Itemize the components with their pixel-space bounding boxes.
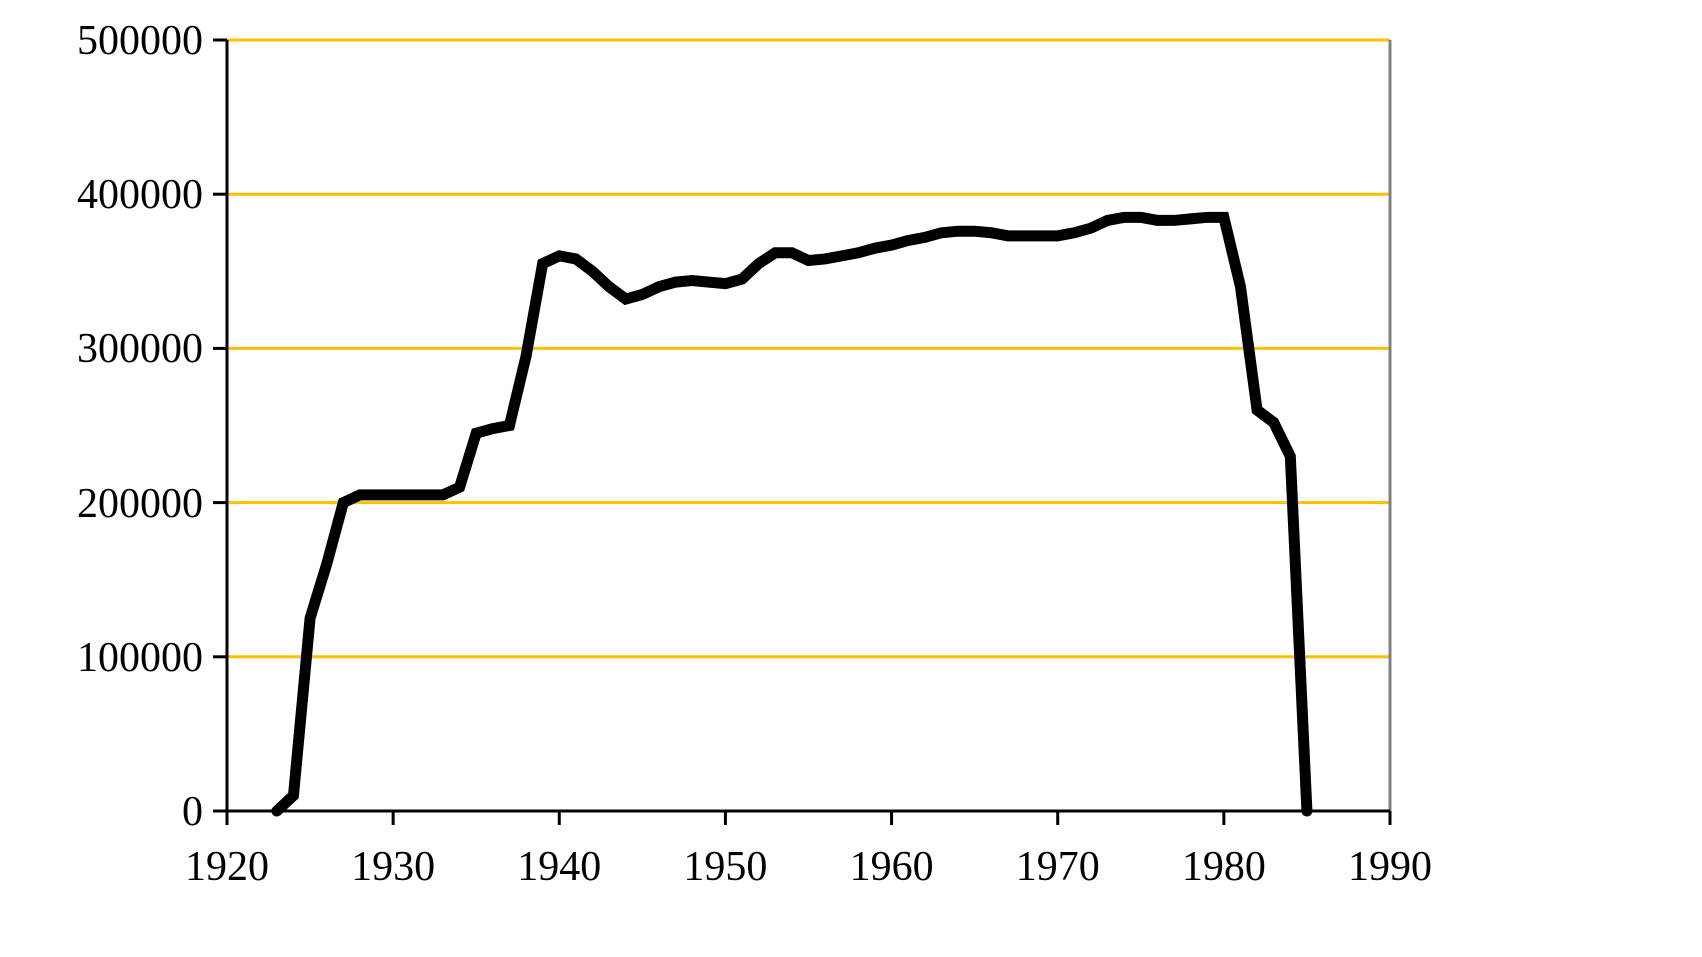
xtick-label: 1960 bbox=[844, 843, 940, 891]
xtick-label: 1920 bbox=[179, 843, 275, 891]
ytick-label: 500000 bbox=[77, 17, 203, 65]
line-chart: 0 100000 200000 300000 400000 500000 1920 1930 1… bbox=[0, 0, 1702, 957]
ytick-label: 0 bbox=[182, 788, 203, 836]
xtick-label: 1940 bbox=[511, 843, 607, 891]
xtick-label: 1950 bbox=[677, 843, 773, 891]
ytick-label: 400000 bbox=[77, 171, 203, 219]
xtick-label: 1930 bbox=[345, 843, 441, 891]
chart-svg bbox=[0, 0, 1702, 957]
ytick-label: 100000 bbox=[77, 634, 203, 682]
ytick-label: 200000 bbox=[77, 480, 203, 528]
xtick-label: 1970 bbox=[1010, 843, 1106, 891]
xtick-label: 1980 bbox=[1176, 843, 1272, 891]
xtick-label: 1990 bbox=[1342, 843, 1438, 891]
ytick-label: 300000 bbox=[77, 325, 203, 373]
